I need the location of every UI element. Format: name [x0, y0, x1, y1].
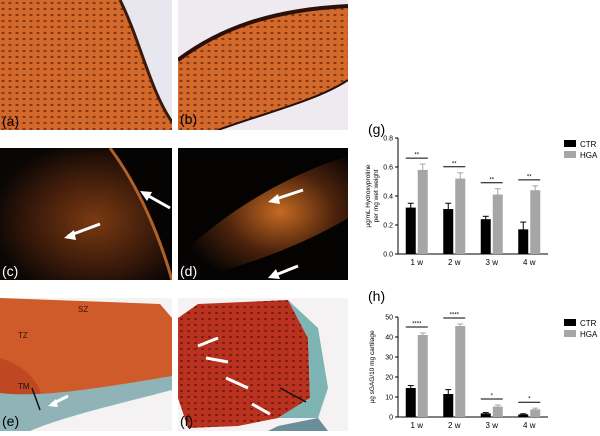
- micrograph-a: [0, 0, 172, 130]
- legend-label-hga: HGA: [580, 151, 598, 160]
- histology-panel-f: (f): [178, 298, 348, 431]
- y-tick-label: 30: [385, 355, 393, 362]
- chart-panel-label: (g): [368, 121, 385, 137]
- annotation-tm: TM: [18, 382, 30, 391]
- x-tick-label: 1 w: [411, 258, 424, 267]
- annotation-tz: TZ: [18, 331, 28, 340]
- chart-h: (h) 0 10 20 30 40 50 µg sGAG/10 mg cartilage ***…: [360, 285, 600, 431]
- panel-label-b: (b): [180, 111, 198, 127]
- bar-ctr: [443, 209, 454, 254]
- legend-label-hga: HGA: [580, 330, 598, 339]
- y-tick-label: 0.4: [383, 194, 393, 201]
- x-tick-label: 3 w: [486, 421, 499, 430]
- annotation-sz: SZ: [78, 305, 89, 314]
- micrograph-b: [178, 0, 348, 130]
- bar-ctr: [518, 414, 529, 417]
- panel-label-c: (c): [2, 263, 19, 279]
- legend-swatch-hga: [564, 330, 576, 337]
- histology-panel-a: (a): [0, 0, 172, 130]
- micrograph-f: [178, 298, 348, 431]
- chart-g-svg: (g) 0.0 0.2 0.4 0.6 0.8 µg/mL Hydroxyproline pe…: [365, 121, 598, 267]
- histology-panel-e: SZ TZ TM (e): [0, 298, 172, 431]
- x-tick-label: 2 w: [448, 421, 461, 430]
- legend-swatch-ctr: [564, 140, 576, 147]
- y-axis-label: per mg wet weight: [373, 169, 380, 222]
- legend-swatch-ctr: [564, 319, 576, 326]
- micrograph-c: [0, 148, 172, 280]
- chart-g: (g) 0.0 0.2 0.4 0.6 0.8 µg/mL Hydroxyproline pe…: [360, 118, 600, 278]
- bar-ctr: [405, 207, 416, 254]
- y-tick-label: 40: [385, 335, 393, 342]
- legend-label-ctr: CTR: [580, 140, 597, 149]
- legend-label-ctr: CTR: [580, 319, 597, 328]
- y-tick-label: 50: [385, 315, 393, 322]
- panel-label-a: (a): [2, 113, 20, 129]
- histology-panel-d: (d): [178, 148, 348, 280]
- significance-label: **: [452, 161, 457, 167]
- y-tick-label: 0.0: [383, 252, 393, 259]
- panel-label-e: (e): [2, 413, 20, 429]
- bar-hga: [455, 178, 466, 254]
- histology-panel-c: (c): [0, 148, 172, 280]
- significance-label: *: [491, 394, 494, 400]
- significance-label: ****: [412, 322, 422, 328]
- significance-label: **: [414, 153, 419, 159]
- significance-label: **: [527, 174, 532, 180]
- panel-label-f: (f): [180, 413, 194, 429]
- bar-hga: [530, 190, 541, 254]
- bar-ctr: [443, 394, 454, 417]
- y-axis-label: µg/mL Hydroxyproline: [365, 164, 372, 227]
- chart-panel-label: (h): [368, 288, 385, 304]
- significance-label: ****: [450, 313, 460, 319]
- legend-swatch-hga: [564, 151, 576, 158]
- bar-ctr: [405, 388, 416, 417]
- significance-label: *: [528, 397, 531, 403]
- y-tick-label: 0.8: [383, 136, 393, 143]
- micrograph-e: [0, 298, 172, 431]
- y-tick-label: 0.2: [383, 223, 393, 230]
- x-tick-label: 1 w: [411, 421, 424, 430]
- y-tick-label: 0: [389, 415, 393, 422]
- y-tick-label: 0.6: [383, 165, 393, 172]
- x-tick-label: 2 w: [448, 258, 461, 267]
- bar-ctr: [480, 413, 491, 417]
- bar-hga: [417, 335, 428, 417]
- bar-hga: [530, 409, 541, 417]
- x-tick-label: 4 w: [523, 421, 536, 430]
- x-tick-label: 4 w: [523, 258, 536, 267]
- y-tick-label: 20: [385, 375, 393, 382]
- bar-hga: [455, 326, 466, 417]
- x-tick-label: 3 w: [486, 258, 499, 267]
- bar-hga: [492, 194, 503, 254]
- bar-ctr: [518, 229, 529, 254]
- bar-hga: [417, 169, 428, 254]
- bar-ctr: [480, 219, 491, 254]
- panel-label-d: (d): [180, 263, 198, 279]
- micrograph-d: [178, 148, 348, 280]
- histology-panel-b: (b): [178, 0, 348, 130]
- y-axis-label: µg sGAG/10 mg cartilage: [369, 330, 376, 403]
- significance-label: **: [489, 177, 494, 183]
- bar-hga: [492, 406, 503, 417]
- y-tick-label: 10: [385, 395, 393, 402]
